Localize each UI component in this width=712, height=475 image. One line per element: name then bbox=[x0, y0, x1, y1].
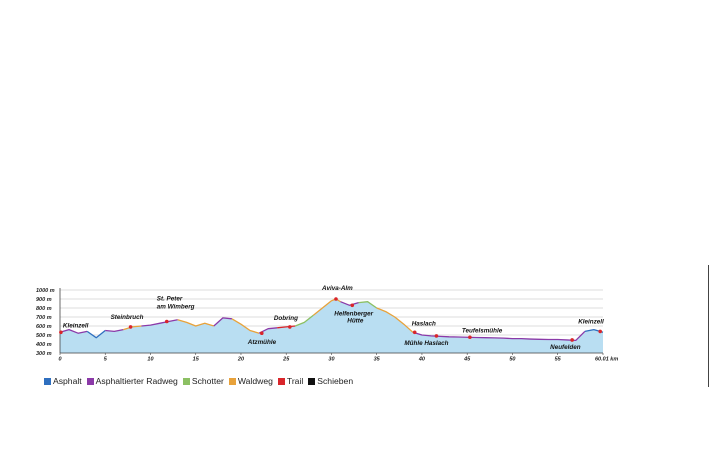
place-marker bbox=[434, 334, 439, 338]
place-label: Steinbruch bbox=[111, 314, 144, 321]
surface-segment bbox=[123, 325, 142, 331]
x-tick-labels: 0 5 10 15 20 25 30 35 40 45 50 55 60.01 km bbox=[58, 357, 618, 363]
legend-swatch-radweg bbox=[86, 377, 94, 385]
surface-segment-lines bbox=[59, 298, 604, 342]
surface-segment bbox=[412, 330, 586, 342]
surface-segment bbox=[231, 318, 260, 334]
place-label: Kleinzell bbox=[578, 318, 604, 325]
legend-swatch-schieben bbox=[308, 377, 316, 385]
place-marker bbox=[259, 331, 264, 336]
place-marker bbox=[412, 330, 417, 335]
surface-segment bbox=[340, 301, 359, 306]
page-edge-divider bbox=[708, 265, 709, 387]
x-tick-label: 20 bbox=[237, 357, 244, 363]
place-marker bbox=[350, 303, 355, 308]
place-label: am Wimberg bbox=[157, 304, 195, 311]
place-marker bbox=[570, 338, 574, 342]
place-label: Hütte bbox=[347, 317, 364, 324]
legend-item-schotter: Schotter bbox=[182, 376, 224, 386]
x-tick-label: 5 bbox=[104, 357, 108, 363]
x-tick-label: 25 bbox=[282, 357, 290, 363]
chart-legend: Asphalt Asphaltierter Radweg Schotter Wa… bbox=[44, 376, 353, 386]
y-tick-labels: 300 m 400 m 500 m 600 m 700 m 800 m 900 m 1000 … bbox=[35, 288, 55, 357]
legend-label-schotter: Schotter bbox=[191, 376, 224, 386]
place-label: Mühle Haslach bbox=[404, 340, 448, 347]
surface-segment bbox=[177, 319, 215, 327]
y-tick-label: 900 m bbox=[36, 297, 52, 303]
x-tick-label: 50 bbox=[509, 357, 515, 363]
surface-segment bbox=[213, 317, 232, 327]
x-tick-label: 15 bbox=[193, 357, 200, 363]
surface-segment bbox=[59, 328, 88, 334]
y-tick-label: 600 m bbox=[36, 324, 52, 330]
legend-item-trail: Trail bbox=[277, 376, 304, 386]
surface-segment bbox=[358, 301, 378, 309]
y-tick-label: 400 m bbox=[35, 342, 52, 348]
x-tick-label: 10 bbox=[147, 357, 153, 363]
place-label: Aviva-Alm bbox=[321, 285, 353, 292]
x-tick-label: 60.01 km bbox=[595, 357, 618, 363]
x-tick-label: 55 bbox=[555, 357, 562, 363]
legend-item-asphalt: Asphalt bbox=[44, 376, 82, 386]
surface-segment bbox=[86, 329, 106, 339]
y-tick-label: 800 m bbox=[36, 306, 52, 312]
place-marker bbox=[598, 329, 602, 334]
surface-segment bbox=[295, 314, 314, 327]
x-tick-label: 45 bbox=[463, 357, 471, 363]
y-tick-label: 500 m bbox=[36, 333, 52, 339]
legend-label-trail: Trail bbox=[286, 376, 304, 386]
place-label: Neufelden bbox=[550, 344, 581, 351]
y-tick-label: 300 m bbox=[36, 351, 52, 357]
surface-segment bbox=[376, 307, 414, 333]
x-tick-label: 40 bbox=[418, 357, 425, 363]
legend-swatch-waldweg bbox=[228, 377, 236, 385]
place-marker bbox=[288, 325, 292, 329]
legend-item-radweg: Asphaltierter Radweg bbox=[86, 376, 178, 386]
legend-label-schieben: Schieben bbox=[317, 376, 354, 386]
legend-swatch-schotter bbox=[182, 377, 190, 385]
legend-label-asphalt: Asphalt bbox=[53, 376, 82, 386]
place-marker bbox=[128, 325, 133, 329]
place-marker bbox=[164, 319, 169, 324]
place-label: Kleinzell bbox=[63, 322, 89, 329]
legend-label-radweg: Asphaltierter Radweg bbox=[95, 376, 178, 386]
x-tick-label: 30 bbox=[328, 357, 334, 363]
place-marker bbox=[468, 335, 472, 340]
place-label: Dobring bbox=[274, 315, 298, 322]
surface-segment bbox=[105, 328, 124, 333]
place-label: St. Peter bbox=[157, 296, 183, 303]
elevation-area-fill bbox=[60, 299, 603, 353]
x-tick-label: 0 bbox=[58, 357, 61, 363]
legend-item-waldweg: Waldweg bbox=[228, 376, 273, 386]
legend-swatch-trail bbox=[277, 377, 285, 385]
axes bbox=[59, 288, 604, 355]
surface-segment bbox=[141, 319, 178, 327]
place-label: Helfenberger bbox=[334, 310, 373, 317]
place-label: Haslach bbox=[412, 320, 436, 327]
place-label: Teufelsmühle bbox=[462, 327, 503, 334]
place-markers bbox=[59, 297, 602, 342]
legend-item-schieben: Schieben bbox=[308, 376, 353, 386]
place-label: Atzmühle bbox=[247, 339, 277, 346]
legend-label-waldweg: Waldweg bbox=[237, 376, 273, 386]
y-tick-label: 700 m bbox=[36, 315, 52, 321]
surface-segment bbox=[277, 325, 296, 329]
place-marker bbox=[59, 330, 63, 335]
x-tick-label: 35 bbox=[374, 357, 381, 363]
y-tick-label: 1000 m bbox=[36, 288, 55, 294]
legend-swatch-asphalt bbox=[44, 377, 51, 385]
place-marker bbox=[334, 297, 338, 301]
